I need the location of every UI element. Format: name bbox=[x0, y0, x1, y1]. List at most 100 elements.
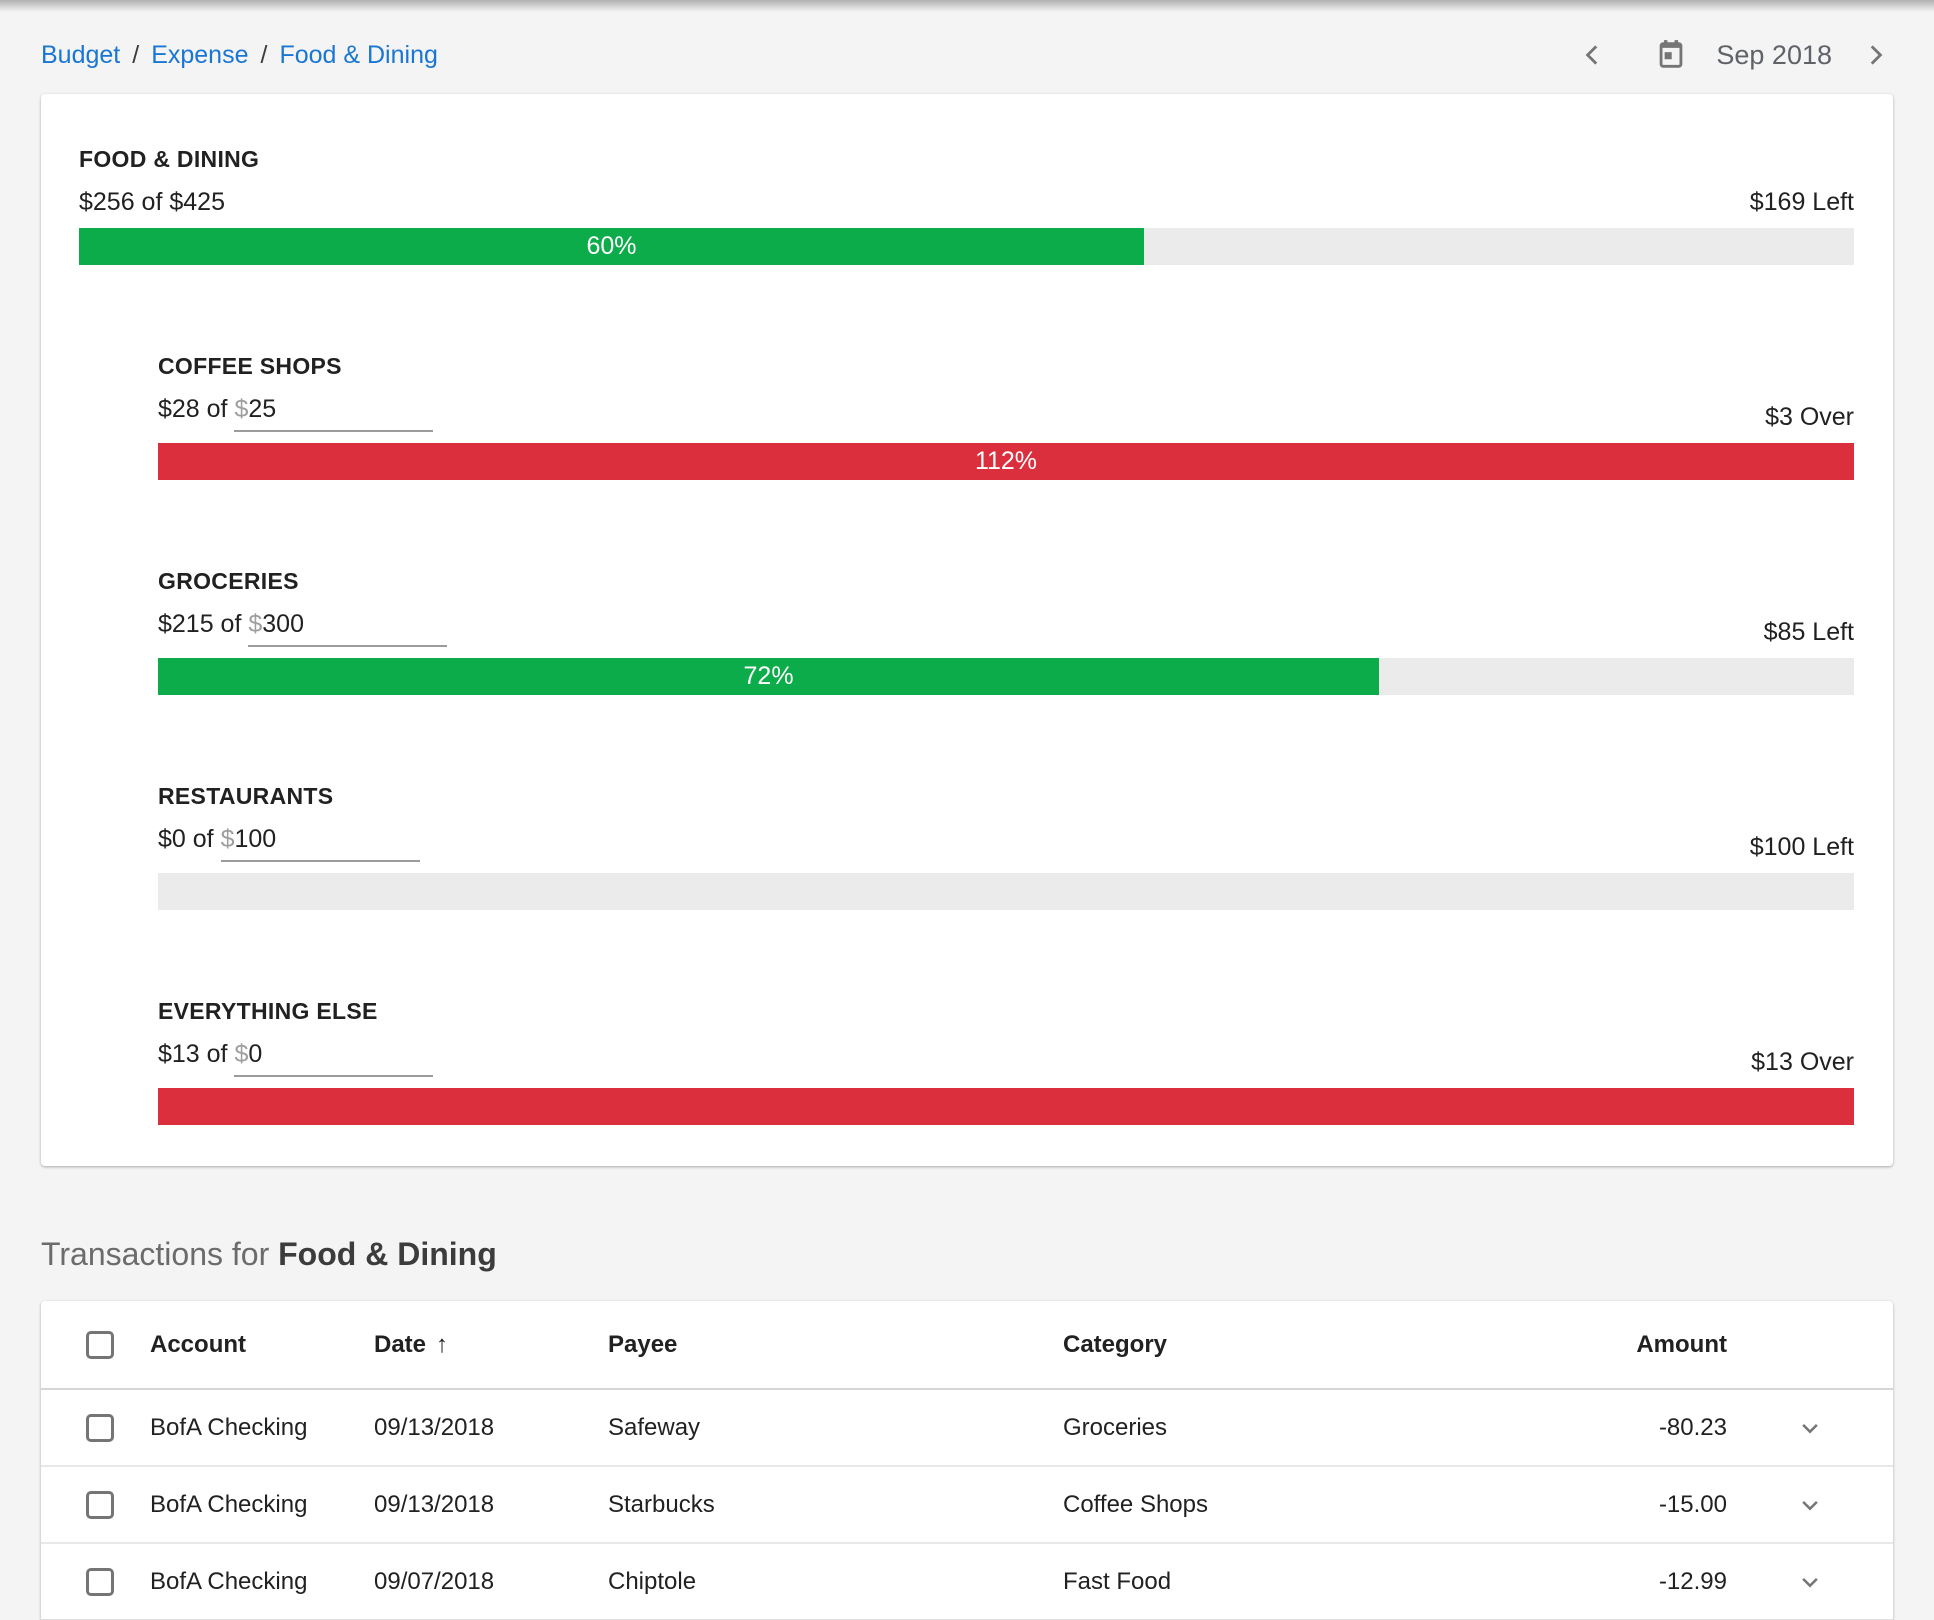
breadcrumb-separator: / bbox=[260, 40, 268, 69]
expand-row-icon[interactable] bbox=[1795, 1490, 1825, 1520]
column-header-payee[interactable]: Payee bbox=[608, 1330, 678, 1358]
breadcrumb-budget[interactable]: Budget bbox=[41, 40, 121, 69]
category-spent-text: $13 of bbox=[158, 1040, 228, 1068]
current-month-label: Sep 2018 bbox=[1716, 39, 1832, 70]
category-name: RESTAURANTS bbox=[158, 783, 334, 809]
category-spent: $13 of $0 bbox=[158, 1040, 434, 1077]
category-progressbar: 72% bbox=[158, 658, 1854, 695]
category-budget-value: 0 bbox=[248, 1040, 263, 1068]
category-percent-label: 72% bbox=[743, 662, 794, 690]
transactions-header-row: Account Date ↑ Payee Category Amount bbox=[41, 1301, 1893, 1390]
category-budget-value: 100 bbox=[234, 825, 277, 853]
date-navigation: Sep 2018 bbox=[1578, 38, 1890, 72]
category-remaining: $100 Left bbox=[1749, 833, 1854, 861]
category-budget-input[interactable]: $0 bbox=[234, 1040, 434, 1077]
transactions-title-prefix: Transactions for bbox=[41, 1236, 279, 1272]
row-checkbox[interactable] bbox=[86, 1490, 114, 1519]
transaction-row[interactable]: BofA Checking 09/07/2018 Chiptole Fast F… bbox=[41, 1544, 1893, 1620]
category-budget-input[interactable]: $300 bbox=[248, 610, 448, 647]
category-spent-text: $215 of bbox=[158, 610, 242, 638]
column-header-account[interactable]: Account bbox=[150, 1330, 246, 1358]
cell-account: BofA Checking bbox=[150, 1490, 308, 1518]
category-remaining: $13 Over bbox=[1751, 1048, 1854, 1076]
cell-date: 09/13/2018 bbox=[374, 1490, 495, 1518]
cell-category: Groceries bbox=[1063, 1413, 1168, 1441]
category-progressbar bbox=[158, 1088, 1854, 1125]
budget-category-groceries: GROCERIES $215 of $300 $85 Left 72% bbox=[158, 568, 1854, 695]
transactions-title-category: Food & Dining bbox=[278, 1236, 497, 1272]
budget-total-percent-label: 60% bbox=[586, 232, 637, 260]
budget-total-name: FOOD & DINING bbox=[79, 146, 260, 172]
column-header-category[interactable]: Category bbox=[1063, 1330, 1168, 1358]
currency-prefix: $ bbox=[234, 1040, 249, 1068]
calendar-icon[interactable] bbox=[1654, 38, 1688, 72]
cell-account: BofA Checking bbox=[150, 1413, 308, 1441]
category-spent: $215 of $300 bbox=[158, 610, 448, 647]
cell-amount: -80.23 bbox=[1658, 1413, 1727, 1441]
category-spent: $0 of $100 bbox=[158, 825, 420, 862]
currency-prefix: $ bbox=[248, 610, 263, 638]
transaction-row[interactable]: BofA Checking 09/13/2018 Starbucks Coffe… bbox=[41, 1467, 1893, 1544]
budget-category-coffee-shops: COFFEE SHOPS $28 of $25 $3 Over 112% bbox=[158, 353, 1854, 480]
category-progressbar bbox=[158, 873, 1854, 910]
cell-date: 09/13/2018 bbox=[374, 1413, 495, 1441]
budget-category-restaurants: RESTAURANTS $0 of $100 $100 Left bbox=[158, 783, 1854, 910]
category-spent-text: $28 of bbox=[158, 395, 228, 423]
cell-payee: Chiptole bbox=[608, 1567, 697, 1595]
budget-total-spent: $256 of $425 bbox=[79, 188, 225, 216]
cell-category: Fast Food bbox=[1063, 1567, 1172, 1595]
row-checkbox[interactable] bbox=[86, 1413, 114, 1442]
category-name: GROCERIES bbox=[158, 568, 299, 594]
cell-amount: -15.00 bbox=[1658, 1490, 1727, 1518]
category-budget-value: 25 bbox=[248, 395, 277, 423]
category-budget-input[interactable]: $25 bbox=[234, 395, 434, 432]
cell-category: Coffee Shops bbox=[1063, 1490, 1208, 1518]
category-budget-value: 300 bbox=[262, 610, 304, 638]
breadcrumb-expense[interactable]: Expense bbox=[151, 40, 249, 69]
cell-payee: Starbucks bbox=[608, 1490, 715, 1518]
category-remaining: $3 Over bbox=[1765, 403, 1854, 431]
category-name: EVERYTHING ELSE bbox=[158, 998, 378, 1024]
budget-total-progressbar: 60% bbox=[79, 228, 1854, 265]
budget-total-section: FOOD & DINING $256 of $425 $169 Left 60% bbox=[79, 146, 1854, 265]
transactions-card: Account Date ↑ Payee Category Amount BofA… bbox=[41, 1301, 1893, 1620]
previous-month-button[interactable] bbox=[1578, 40, 1608, 70]
breadcrumb-food-dining[interactable]: Food & Dining bbox=[279, 40, 438, 69]
budget-category-everything-else: EVERYTHING ELSE $13 of $0 $13 Over bbox=[158, 998, 1854, 1125]
select-all-checkbox[interactable] bbox=[86, 1330, 114, 1359]
category-progressbar: 112% bbox=[158, 443, 1854, 480]
sort-ascending-icon: ↑ bbox=[436, 1330, 449, 1358]
next-month-button[interactable] bbox=[1860, 40, 1890, 70]
category-remaining: $85 Left bbox=[1763, 618, 1854, 646]
expand-row-icon[interactable] bbox=[1795, 1567, 1825, 1597]
category-spent: $28 of $25 bbox=[158, 395, 434, 432]
category-budget-input[interactable]: $100 bbox=[220, 825, 420, 862]
budget-card: FOOD & DINING $256 of $425 $169 Left 60%… bbox=[41, 94, 1893, 1166]
chevron-left-icon bbox=[1585, 45, 1598, 65]
transaction-row[interactable]: BofA Checking 09/13/2018 Safeway Groceri… bbox=[41, 1390, 1893, 1467]
currency-prefix: $ bbox=[234, 395, 249, 423]
transactions-title: Transactions for Food & Dining bbox=[41, 1236, 1893, 1273]
cell-payee: Safeway bbox=[608, 1413, 701, 1441]
top-bar: Budget / Expense / Food & Dining Sep 201… bbox=[0, 0, 1934, 72]
column-header-date-label: Date bbox=[374, 1330, 427, 1358]
category-progress-fill: 112% bbox=[158, 443, 1854, 480]
breadcrumb-separator: / bbox=[132, 40, 140, 69]
expand-row-icon[interactable] bbox=[1795, 1413, 1825, 1443]
column-header-date[interactable]: Date ↑ bbox=[374, 1331, 608, 1359]
category-progress-fill bbox=[158, 1088, 1854, 1125]
cell-amount: -12.99 bbox=[1658, 1567, 1727, 1595]
cell-date: 09/07/2018 bbox=[374, 1567, 495, 1595]
chevron-right-icon bbox=[1870, 45, 1883, 65]
category-spent-text: $0 of bbox=[158, 825, 214, 853]
category-progress-fill: 72% bbox=[158, 658, 1380, 695]
category-percent-label: 112% bbox=[974, 447, 1038, 475]
breadcrumb: Budget / Expense / Food & Dining bbox=[41, 41, 438, 70]
row-checkbox[interactable] bbox=[86, 1567, 114, 1596]
column-header-amount[interactable]: Amount bbox=[1636, 1330, 1727, 1358]
budget-total-progress-fill: 60% bbox=[79, 228, 1144, 265]
currency-prefix: $ bbox=[220, 825, 235, 853]
budget-total-remaining: $169 Left bbox=[1749, 188, 1854, 216]
cell-account: BofA Checking bbox=[150, 1567, 308, 1595]
category-name: COFFEE SHOPS bbox=[158, 353, 342, 379]
